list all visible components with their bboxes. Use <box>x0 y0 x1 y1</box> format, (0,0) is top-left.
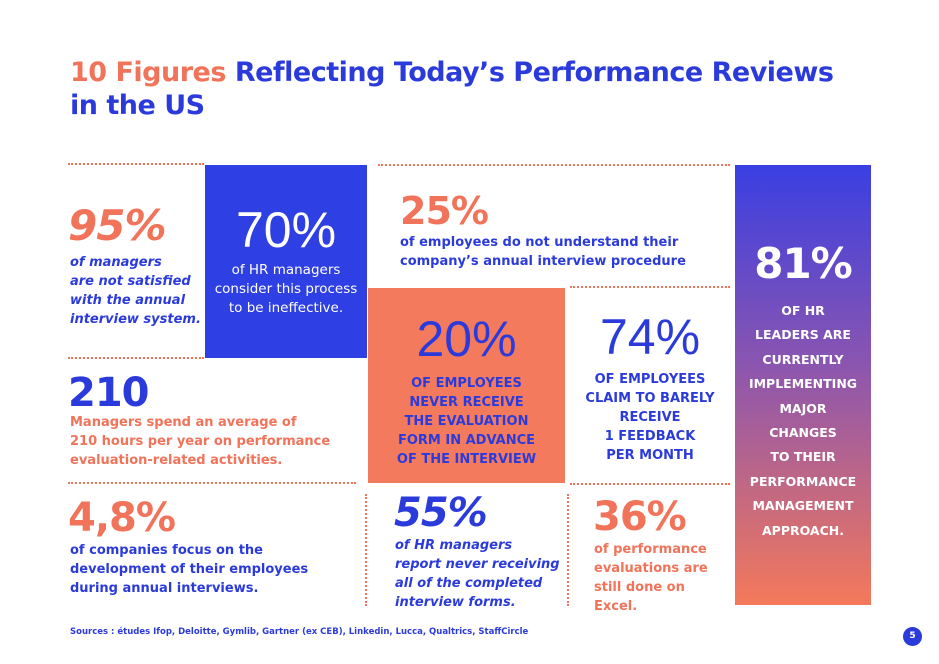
divider <box>570 286 730 288</box>
stat-48-text: of companies focus on the development of… <box>70 541 308 598</box>
divider <box>68 482 356 484</box>
page-number-badge: 5 <box>903 627 922 646</box>
text-line: development of their employees <box>70 562 309 577</box>
divider <box>68 163 204 165</box>
stat-55-text: of HR managers report never receiving al… <box>395 536 560 612</box>
text-line: still done on <box>594 580 685 595</box>
divider <box>68 357 204 359</box>
divider <box>365 494 367 606</box>
text-line: TO THEIR <box>770 449 836 465</box>
text-line: company’s annual interview procedure <box>400 254 686 269</box>
stat-74: 74% OF EMPLOYEES CLAIM TO BARELY RECEIVE… <box>570 310 730 465</box>
text-line: 1 FEEDBACK <box>604 429 696 444</box>
text-line: NEVER RECEIVE <box>409 395 524 410</box>
text-line: THE EVALUATION <box>404 414 529 429</box>
text-line: RECEIVE <box>619 410 681 425</box>
text-line: MAJOR <box>779 400 827 416</box>
sources-note: Sources : études Ifop, Deloitte, Gymlib,… <box>70 627 529 637</box>
text-line: IMPLEMENTING <box>748 376 858 392</box>
stat-25-value: 25% <box>400 189 489 233</box>
text-line: interview forms. <box>395 595 516 610</box>
text-line: all of the completed <box>395 576 543 591</box>
stat-210-text: Managers spend an average of 210 hours p… <box>70 413 330 470</box>
stat-70-value: 70% <box>235 202 337 258</box>
divider <box>378 164 730 166</box>
stat-20-value: 20% <box>416 311 517 367</box>
text-line: with the annual <box>70 293 186 308</box>
stat-81-value: 81% <box>754 239 853 288</box>
title-highlight: 10 Figures <box>70 57 226 88</box>
stat-36-value: 36% <box>593 494 687 540</box>
stat-81-box: 81% OF HR LEADERS ARE CURRENTLY IMPLEMEN… <box>735 165 871 605</box>
divider <box>567 494 569 606</box>
stat-70-box: 70% of HR managers consider this process… <box>205 165 367 358</box>
text-line: are not satisfied <box>70 274 191 289</box>
text-line: PER MONTH <box>606 448 694 463</box>
divider <box>570 483 730 485</box>
text-line: 210 hours per year on performance <box>70 434 331 449</box>
text-line: consider this process <box>214 281 358 297</box>
stat-20-box: 20% OF EMPLOYEES NEVER RECEIVE THE EVALU… <box>368 288 565 483</box>
text-line: OF EMPLOYEES <box>411 376 522 391</box>
text-line: report never receiving <box>395 557 560 572</box>
text-line: evaluation-related activities. <box>70 453 283 468</box>
text-line: of HR managers <box>231 262 341 278</box>
page-title: 10 Figures Reflecting Today’s Performanc… <box>70 56 834 122</box>
text-line: of managers <box>70 255 162 270</box>
text-line: of HR managers <box>395 538 513 553</box>
text-line: interview system. <box>70 312 201 327</box>
text-line: CURRENTLY <box>762 351 844 367</box>
stat-74-value: 74% <box>599 309 701 365</box>
stat-95-text: of managers are not satisfied with the a… <box>70 253 201 329</box>
text-line: of companies focus on the <box>70 543 263 558</box>
text-line: of performance <box>594 542 707 557</box>
text-line: LEADERS ARE <box>755 327 851 343</box>
text-line: of employees do not understand their <box>400 235 679 250</box>
text-line: Excel. <box>594 599 638 614</box>
text-line: PERFORMANCE <box>749 473 857 489</box>
text-line: CLAIM TO BARELY <box>585 391 715 406</box>
text-line: OF EMPLOYEES <box>594 372 706 387</box>
stat-95-value: 95% <box>68 201 167 250</box>
stat-25-text: of employees do not understand their com… <box>400 233 686 271</box>
text-line: to be ineffective. <box>228 300 344 316</box>
title-line2: in the US <box>70 90 205 121</box>
text-line: APPROACH. <box>762 522 844 538</box>
text-line: OF THE INTERVIEW <box>396 452 537 467</box>
stat-210-value: 210 <box>68 370 149 416</box>
text-line: CHANGES <box>769 425 837 441</box>
stat-36-text: of performance evaluations are still don… <box>594 540 708 616</box>
stat-48-value: 4,8% <box>68 495 176 541</box>
text-line: evaluations are <box>594 561 708 576</box>
text-line: MANAGEMENT <box>752 498 854 514</box>
stat-55-value: 55% <box>394 490 488 536</box>
text-line: FORM IN ADVANCE <box>397 433 536 448</box>
text-line: during annual interviews. <box>70 581 259 596</box>
title-rest: Reflecting Today’s Performance Reviews <box>234 57 834 88</box>
text-line: OF HR <box>781 303 825 318</box>
text-line: Managers spend an average of <box>70 415 297 430</box>
